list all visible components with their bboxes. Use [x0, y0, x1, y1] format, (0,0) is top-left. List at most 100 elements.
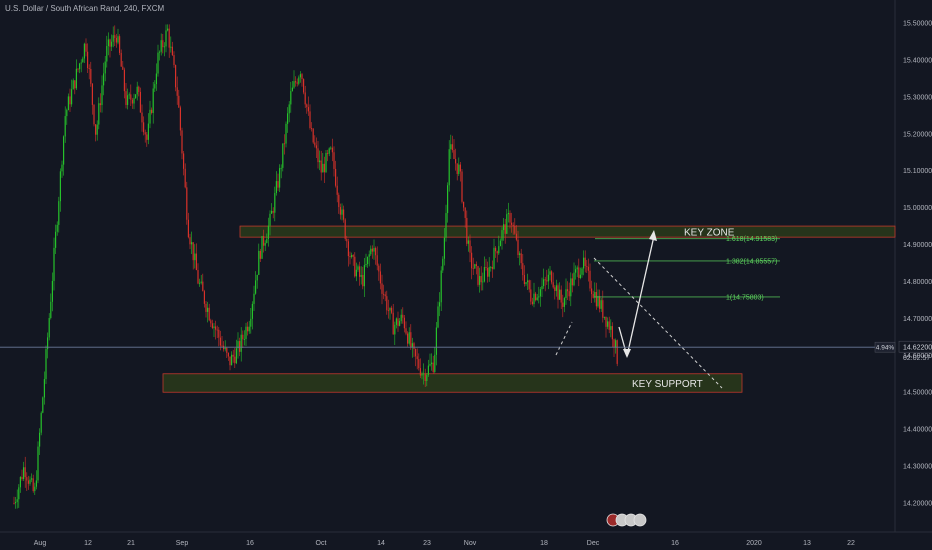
candle — [149, 100, 151, 129]
candle — [88, 64, 90, 80]
y-tick-label: 14.70000 — [903, 316, 932, 323]
candle — [51, 272, 53, 312]
candle — [591, 280, 593, 304]
candle — [266, 233, 268, 244]
candle — [389, 307, 391, 320]
y-tick-label: 14.50000 — [903, 390, 932, 397]
candle — [419, 358, 421, 379]
candle — [317, 141, 319, 169]
candle — [176, 76, 178, 105]
x-tick-label: 16 — [246, 540, 254, 547]
candle — [443, 228, 445, 266]
candle — [307, 96, 309, 116]
candle — [147, 113, 149, 145]
candle — [194, 244, 196, 269]
candle — [344, 218, 346, 241]
candle — [39, 428, 41, 455]
candle — [520, 248, 522, 270]
candle — [227, 352, 229, 361]
candle — [167, 24, 169, 32]
fib-layer: 1.618(14.91583) 1.382(14.85557) 1(14.75803… — [594, 236, 780, 301]
candle — [271, 203, 273, 214]
candle — [439, 292, 441, 317]
candle — [359, 261, 361, 286]
candle — [592, 290, 594, 299]
candle — [331, 138, 333, 162]
candle — [363, 258, 365, 297]
candle — [67, 93, 69, 111]
candle — [263, 229, 265, 253]
candle — [466, 210, 468, 247]
candle — [407, 331, 409, 347]
candle — [43, 371, 45, 405]
candle — [170, 36, 172, 53]
candle — [595, 282, 597, 310]
candle — [376, 246, 378, 271]
candle — [16, 489, 18, 509]
candle — [538, 286, 540, 304]
price-change-badge — [874, 341, 896, 353]
candle — [75, 59, 77, 90]
event-markers-icon[interactable] — [606, 513, 647, 527]
candle — [583, 250, 585, 276]
zone-label: KEY SUPPORT — [632, 379, 703, 390]
countdown-label: 02:02:57 — [903, 355, 930, 362]
candle — [339, 203, 341, 220]
candle — [243, 330, 245, 346]
candle — [354, 252, 356, 278]
candle — [386, 290, 388, 315]
candle — [416, 348, 418, 370]
candle — [37, 441, 39, 484]
candle — [315, 137, 317, 159]
zone-rect[interactable] — [239, 225, 896, 238]
zone-rect[interactable] — [162, 373, 743, 393]
candle — [341, 203, 343, 221]
candle — [551, 270, 553, 285]
candle — [111, 34, 113, 52]
candle — [119, 34, 121, 56]
candle — [544, 276, 546, 292]
candle — [445, 204, 447, 242]
candle — [392, 303, 394, 335]
candle — [427, 359, 429, 377]
candle — [179, 105, 181, 136]
candle — [557, 283, 559, 309]
candle — [346, 235, 348, 248]
candle — [355, 262, 357, 282]
candle — [173, 51, 175, 68]
candle — [226, 346, 228, 358]
candle — [434, 347, 436, 374]
candle — [235, 339, 237, 365]
candle — [459, 161, 461, 182]
y-tick-label: 14.30000 — [903, 464, 932, 471]
candle — [490, 266, 492, 272]
candle — [573, 262, 575, 287]
candle — [74, 80, 76, 95]
candle — [367, 256, 369, 268]
y-tick-label: 14.60000 — [903, 353, 932, 360]
candle — [402, 307, 404, 324]
candle — [162, 34, 164, 54]
candle — [205, 301, 207, 318]
candle — [495, 246, 497, 258]
candle — [106, 35, 108, 68]
candle — [512, 222, 514, 235]
candle — [95, 124, 97, 142]
candle — [488, 257, 490, 282]
zone-label: KEY ZONE — [684, 228, 735, 239]
candle — [533, 282, 535, 308]
candle — [496, 250, 498, 263]
candle — [562, 294, 564, 318]
candle — [210, 318, 212, 328]
candle — [56, 221, 58, 236]
candle — [328, 147, 330, 157]
candle — [602, 290, 604, 323]
candle — [215, 320, 217, 340]
y-tick-label: 14.90000 — [903, 242, 932, 249]
candle — [109, 38, 111, 58]
candle — [453, 139, 455, 160]
candle — [373, 239, 375, 260]
candle — [424, 368, 426, 388]
x-tick-label: Nov — [464, 540, 477, 547]
